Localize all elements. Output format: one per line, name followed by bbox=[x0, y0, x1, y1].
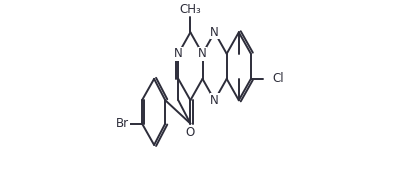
Text: N: N bbox=[174, 47, 183, 60]
Text: O: O bbox=[186, 126, 195, 139]
Text: N: N bbox=[210, 94, 219, 107]
Text: CH₃: CH₃ bbox=[179, 2, 201, 15]
Text: Br: Br bbox=[116, 117, 129, 130]
Text: N: N bbox=[198, 47, 207, 60]
Text: Cl: Cl bbox=[272, 72, 284, 85]
Text: N: N bbox=[210, 26, 219, 39]
